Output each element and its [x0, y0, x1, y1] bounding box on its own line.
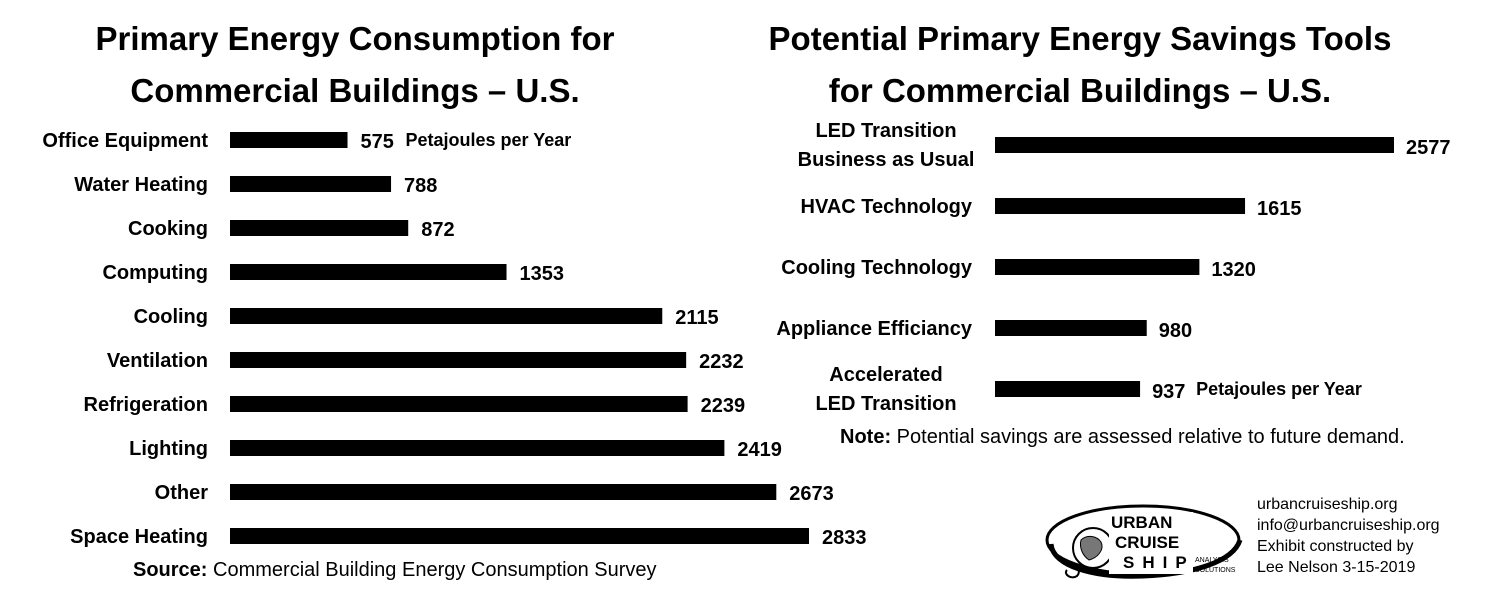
- left-category-label: Space Heating: [70, 526, 208, 548]
- right-category-label: Business as Usual: [798, 149, 975, 171]
- left-value-label: 2419: [737, 439, 782, 461]
- right-title-line-1: Potential Primary Energy Savings Tools: [768, 20, 1392, 57]
- left-bar: [230, 264, 507, 280]
- left-value-label: 575: [361, 131, 394, 153]
- left-category-label: Cooling: [134, 306, 208, 328]
- right-category-label: Cooling Technology: [781, 257, 973, 279]
- credit-website: urbancruiseship.org: [1257, 496, 1398, 513]
- right-bar: [995, 259, 1200, 275]
- right-chart-title: Potential Primary Energy Savings Tools f…: [730, 13, 1430, 117]
- note-text: Potential savings are assessed relative …: [896, 426, 1405, 448]
- left-value-label: 2833: [822, 527, 867, 549]
- left-category-label: Other: [155, 482, 209, 504]
- credits-block: urbancruiseship.org info@urbancruiseship…: [1257, 494, 1440, 578]
- savings-note: Note: Potential savings are assessed rel…: [840, 426, 1405, 449]
- right-value-label: 1320: [1211, 259, 1256, 281]
- credit-constructed: Exhibit constructed by: [1257, 538, 1414, 555]
- right-unit-label: Petajoules per Year: [1196, 379, 1362, 399]
- left-category-label: Refrigeration: [84, 394, 208, 416]
- left-bar: [230, 176, 392, 192]
- left-bar: [230, 440, 725, 456]
- right-title-line-2: for Commercial Buildings – U.S.: [828, 72, 1332, 109]
- logo-sub-1: ANALYSIS: [1195, 557, 1229, 564]
- left-category-label: Ventilation: [107, 350, 208, 372]
- right-category-label: LED Transition: [815, 120, 956, 142]
- left-bar: [230, 484, 777, 500]
- source-label: Source:: [133, 559, 208, 581]
- left-value-label: 872: [421, 219, 454, 241]
- left-value-label: 1353: [520, 263, 565, 285]
- left-category-label: Cooking: [128, 218, 208, 240]
- right-bar: [995, 137, 1394, 153]
- right-value-label: 2577: [1406, 137, 1451, 159]
- logo-line-3: SHIP: [1123, 553, 1195, 572]
- left-title-line-2: Commercial Buildings – U.S.: [130, 72, 580, 109]
- right-category-label: Appliance Efficiancy: [776, 318, 972, 340]
- right-value-label: 980: [1159, 320, 1192, 342]
- right-value-label: 1615: [1257, 198, 1302, 220]
- left-value-label: 2232: [699, 351, 744, 373]
- source-note: Source: Commercial Building Energy Consu…: [133, 559, 657, 582]
- credit-email: info@urbancruiseship.org: [1257, 517, 1440, 534]
- credit-author-date: Lee Nelson 3-15-2019: [1257, 559, 1416, 576]
- left-bar: [230, 308, 663, 324]
- left-category-label: Computing: [102, 262, 208, 284]
- right-bar: [995, 198, 1246, 214]
- left-bar: [230, 396, 688, 412]
- left-unit-label: Petajoules per Year: [406, 130, 572, 150]
- logo-line-1: URBAN: [1111, 513, 1172, 532]
- left-chart-title: Primary Energy Consumption for Commercia…: [40, 13, 670, 117]
- left-title-line-1: Primary Energy Consumption for: [95, 20, 615, 57]
- left-bar: [230, 220, 409, 236]
- urban-cruise-ship-logo: URBAN CRUISE SHIP ANALYSIS SOLUTIONS: [1045, 504, 1243, 579]
- left-category-label: Lighting: [129, 438, 208, 460]
- left-value-label: 788: [404, 175, 437, 197]
- left-bar: [230, 132, 348, 148]
- note-label: Note:: [840, 426, 892, 448]
- logo-sub-2: SOLUTIONS: [1195, 567, 1236, 574]
- right-bar: [995, 320, 1147, 336]
- right-category-label: HVAC Technology: [801, 196, 973, 218]
- source-text: Commercial Building Energy Consumption S…: [213, 559, 657, 581]
- right-value-label: 937: [1152, 381, 1185, 403]
- left-bar: [230, 528, 809, 544]
- logo-line-2: CRUISE: [1115, 533, 1179, 552]
- left-category-label: Water Heating: [74, 174, 208, 196]
- left-value-label: 2239: [701, 395, 746, 417]
- left-category-label: Office Equipment: [42, 130, 208, 152]
- right-category-label: Accelerated: [829, 364, 942, 386]
- left-value-label: 2673: [789, 483, 834, 505]
- left-value-label: 2115: [675, 307, 718, 329]
- right-category-label: LED Transition: [815, 393, 956, 415]
- right-bar: [995, 381, 1141, 397]
- left-bar: [230, 352, 687, 368]
